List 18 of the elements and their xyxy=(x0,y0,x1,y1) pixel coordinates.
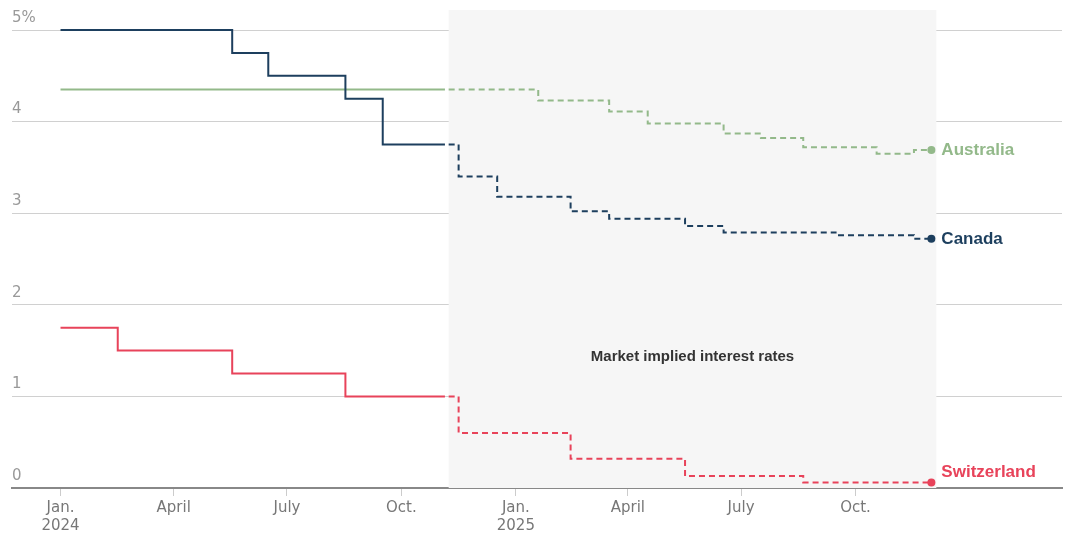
x-tick-label: July xyxy=(272,497,301,516)
y-tick-label: 5% xyxy=(12,7,36,26)
x-tick-label: April xyxy=(610,497,645,516)
series-label: Australia xyxy=(941,139,1015,159)
x-tick-label: Oct. xyxy=(386,497,417,516)
x-tick-label: April xyxy=(156,497,191,516)
y-tick-label: 3 xyxy=(12,191,22,210)
x-tick-label: July xyxy=(726,497,755,516)
x-tick-label: Oct. xyxy=(840,497,871,516)
series-label: Canada xyxy=(941,228,1004,248)
band-label: Market implied interest rates xyxy=(590,347,795,365)
x-tick-label: Jan. 2025 xyxy=(496,497,535,534)
x-tick-label: Jan. 2024 xyxy=(41,497,80,534)
y-tick-label: 4 xyxy=(12,99,22,118)
y-tick-label: 2 xyxy=(12,282,22,301)
y-tick-label: 0 xyxy=(12,465,22,484)
series-label: Switzerland xyxy=(941,462,1036,482)
y-tick-label: 1 xyxy=(12,374,22,393)
